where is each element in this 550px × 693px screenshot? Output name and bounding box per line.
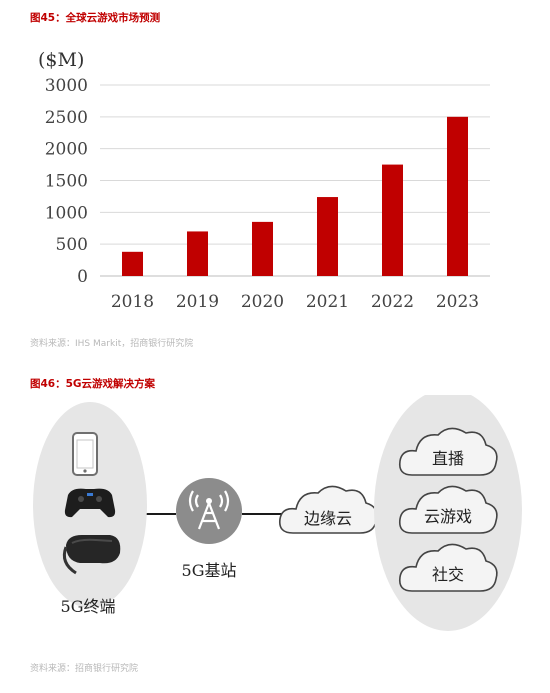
figure45-source: 资料来源：IHS Markit，招商银行研究院 <box>30 339 194 349</box>
y-tick-label: 2500 <box>45 108 88 128</box>
service-cloud-social: 社交 <box>398 543 498 592</box>
bar-2018 <box>122 251 143 276</box>
x-tick-label: 2018 <box>111 292 154 312</box>
y-tick-label: 2000 <box>45 140 88 160</box>
y-tick-label: 0 <box>77 267 88 287</box>
edge-cloud-label: 边缘云 <box>304 509 352 528</box>
y-tick-label: 1500 <box>45 172 88 192</box>
x-tick-label: 2021 <box>306 292 349 312</box>
bar-2020 <box>252 221 273 276</box>
bar-2022 <box>382 164 403 276</box>
x-tick-label: 2019 <box>176 292 219 312</box>
chart-bars <box>122 116 468 276</box>
y-tick-label: 1000 <box>45 203 88 223</box>
y-unit-label: ($M) <box>38 49 84 71</box>
service-label-social: 社交 <box>432 565 464 584</box>
y-axis-ticks: 0 500 1000 1500 2000 2500 3000 <box>45 76 88 287</box>
bar-2023 <box>447 116 468 276</box>
5g-cloud-gaming-diagram: 5G终端 5G基站 边缘云 直播 云游戏 社交 <box>33 395 522 631</box>
bar-2021 <box>317 197 338 276</box>
base-station-icon <box>176 478 242 544</box>
phone-icon <box>72 432 98 476</box>
service-label-cloud-gaming: 云游戏 <box>424 507 472 526</box>
y-tick-label: 3000 <box>45 76 88 96</box>
base-station-label: 5G基站 <box>182 561 237 580</box>
x-tick-label: 2023 <box>436 292 479 312</box>
x-tick-label: 2022 <box>371 292 414 312</box>
service-cloud-live: 直播 <box>398 427 498 476</box>
chart-grid <box>100 84 490 277</box>
service-cloud-gaming: 云游戏 <box>398 485 498 534</box>
figure46-title: 图46：5G云游戏解决方案 <box>30 378 156 390</box>
vr-headset-icon <box>62 535 121 575</box>
figure46-source: 资料来源：招商银行研究院 <box>30 664 139 674</box>
x-tick-label: 2020 <box>241 292 284 312</box>
figure45-title: 图45：全球云游戏市场预测 <box>30 12 161 24</box>
bar-2019 <box>187 231 208 276</box>
gamepad-icon <box>64 488 116 518</box>
service-label-live: 直播 <box>432 449 464 468</box>
terminal-label: 5G终端 <box>61 597 116 616</box>
x-axis-ticks: 2018 2019 2020 2021 2022 2023 <box>111 292 479 312</box>
y-tick-label: 500 <box>56 235 88 255</box>
